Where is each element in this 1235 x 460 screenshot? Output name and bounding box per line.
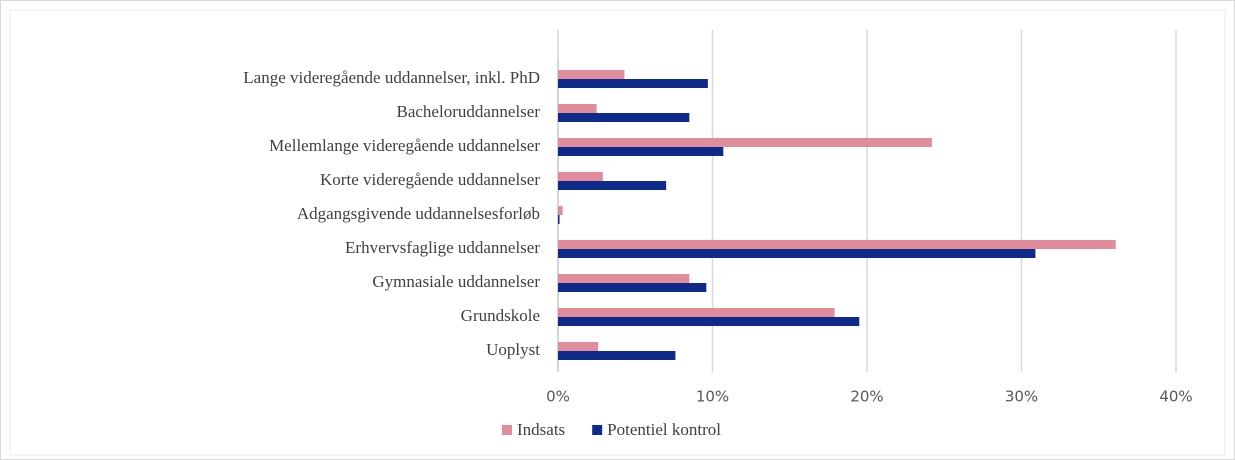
y-tick-label: Adgangsgivende uddannelsesforløb [297,204,540,223]
bar [558,147,724,156]
bar [558,138,932,147]
legend-swatch [502,425,512,435]
bar [558,172,603,181]
bar [558,249,1036,258]
y-tick-label: Korte videregående uddannelser [320,170,540,189]
x-tick-label: 20% [850,388,883,406]
y-tick-label: Mellemlange videregående uddannelser [269,136,540,155]
bar [558,104,597,113]
y-tick-label: Erhvervsfaglige uddannelser [345,238,540,257]
x-tick-label: 30% [1005,388,1038,406]
legend-label: Potentiel kontrol [607,420,721,439]
x-tick-label: 40% [1159,388,1192,406]
bar [558,79,708,88]
bar [558,351,676,360]
y-tick-label: Gymnasiale uddannelser [372,272,540,291]
legend-label: Indsats [517,420,565,439]
bar [558,240,1116,249]
bar [558,342,599,351]
bar [558,215,560,224]
bar [558,113,690,122]
bar [558,206,563,215]
bar [558,308,835,317]
y-tick-label: Uoplyst [486,340,540,359]
bar [558,70,625,79]
bar [558,283,707,292]
legend-swatch [592,425,603,435]
bar [558,181,667,190]
bar [558,317,860,326]
y-tick-label: Bacheloruddannelser [397,102,541,121]
y-tick-label: Lange videregående uddannelser, inkl. Ph… [243,68,540,87]
x-tick-label: 10% [696,388,729,406]
bar [558,274,690,283]
x-tick-label: 0% [546,388,570,406]
y-tick-label: Grundskole [461,306,540,325]
